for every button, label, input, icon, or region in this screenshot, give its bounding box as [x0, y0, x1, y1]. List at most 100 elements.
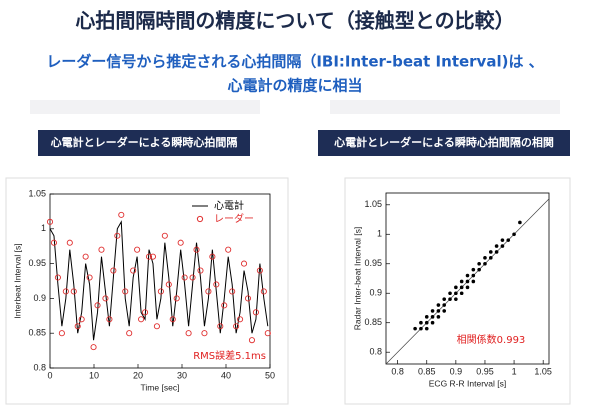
scatter-point	[442, 309, 447, 313]
radar-point	[82, 253, 89, 260]
radar-point	[78, 316, 85, 323]
radar-point	[205, 288, 212, 295]
scatter-point	[448, 297, 452, 301]
scatter-point	[500, 238, 505, 242]
scatter-point	[465, 285, 470, 290]
radar-point	[225, 246, 232, 253]
ecg-line	[49, 220, 269, 341]
radar-point	[181, 274, 188, 281]
radar-point	[173, 295, 180, 302]
radar-point	[70, 288, 77, 295]
scatter-point	[488, 256, 493, 260]
y-tick-label: 0.9	[369, 288, 382, 298]
faded-strip	[30, 100, 260, 114]
radar-point	[118, 211, 125, 218]
annotation: 相関係数0.993	[457, 333, 526, 346]
scatter-point	[442, 303, 447, 307]
legend-label: レーダー	[214, 212, 254, 225]
radar-point	[145, 253, 153, 260]
radar-point	[66, 239, 73, 246]
y-axis-label: Radar Inter-beat Interval [s]	[352, 227, 362, 330]
x-tick-label: 10	[89, 370, 99, 380]
slide-title: 心拍間隔時間の精度について（接触型との比較）	[75, 9, 514, 33]
radar-point	[130, 267, 137, 274]
radar-point	[153, 323, 160, 330]
scatter-point	[442, 297, 447, 301]
radar-point	[110, 267, 117, 274]
y-tick-label: 0.95	[364, 258, 382, 268]
faded-strip	[330, 100, 560, 114]
legend-swatch	[196, 215, 204, 223]
y-tick-label: 0.85	[28, 328, 46, 338]
scatter-point	[424, 320, 429, 325]
x-tick-label: 1	[512, 366, 517, 376]
scatter-point	[465, 273, 470, 278]
radar-point	[122, 288, 129, 295]
radar-point	[46, 218, 54, 225]
y-tick-label: 0.8	[369, 347, 382, 357]
radar-point	[240, 260, 248, 267]
scatter-point	[454, 291, 458, 296]
plot-area	[49, 193, 271, 369]
subtitle: 心電計の精度に相当	[227, 77, 362, 95]
scatter-point	[430, 315, 435, 319]
scatter-point	[459, 291, 464, 296]
radar-point	[134, 246, 141, 253]
y-tick-label: 0.8	[33, 362, 46, 372]
y-axis-label: Interbeat Interval [s]	[12, 243, 22, 318]
y-tick-label: 1.05	[364, 199, 382, 209]
radar-point	[197, 267, 204, 274]
scatter-point	[419, 326, 423, 331]
scatter-point	[419, 320, 423, 325]
scatter-point	[471, 273, 476, 278]
radar-point	[98, 246, 105, 253]
panel-title: 心電計とレーダーによる瞬時心拍間隔の相関	[334, 135, 554, 149]
x-tick-label: 0	[47, 370, 52, 380]
radar-point	[94, 302, 101, 309]
x-tick-label: 20	[133, 370, 143, 380]
y-tick-label: 1	[41, 223, 46, 233]
plot-area	[385, 192, 550, 365]
scatter-point	[518, 220, 522, 225]
scatter-point	[413, 326, 417, 331]
scatter-point	[436, 315, 441, 319]
radar-point	[201, 330, 208, 337]
radar-point	[62, 288, 69, 295]
radar-point	[149, 253, 157, 260]
radar-point	[126, 330, 133, 337]
panel-header	[38, 130, 250, 156]
x-tick-label: 0.85	[418, 366, 436, 376]
radar-point	[185, 330, 192, 337]
scatter-point	[483, 261, 487, 266]
scatter-point	[436, 303, 441, 307]
radar-point	[58, 330, 65, 337]
scatter-point	[436, 309, 441, 313]
scatter-point	[506, 238, 511, 242]
scatter-point	[483, 256, 487, 260]
x-tick-label: 30	[177, 370, 187, 380]
scatter-point	[424, 315, 429, 319]
scatter-point	[477, 267, 481, 272]
scatter-point	[512, 232, 516, 237]
scatter-point	[459, 279, 464, 284]
subtitle: レーダー信号から推定される心拍間隔（IBI:Inter-beat Interva…	[46, 53, 543, 71]
radar-point	[248, 337, 256, 344]
scatter-point	[454, 297, 458, 301]
x-tick-label: 40	[221, 370, 231, 380]
legend-label: 心電計	[214, 199, 244, 212]
scatter-point	[430, 309, 435, 313]
radar-point	[161, 232, 168, 239]
y-tick-label: 0.95	[28, 258, 46, 268]
x-axis-label: Time [sec]	[141, 382, 180, 392]
x-tick-label: 0.8	[391, 366, 404, 376]
scatter-point	[430, 320, 435, 325]
radar-point	[189, 274, 196, 281]
radar-point	[169, 316, 176, 323]
radar-point	[213, 281, 220, 288]
radar-point	[193, 246, 200, 253]
radar-point	[237, 316, 244, 323]
radar-point	[102, 295, 109, 302]
radar-point	[260, 288, 267, 295]
panel-header	[318, 130, 570, 156]
radar-point	[264, 330, 271, 337]
